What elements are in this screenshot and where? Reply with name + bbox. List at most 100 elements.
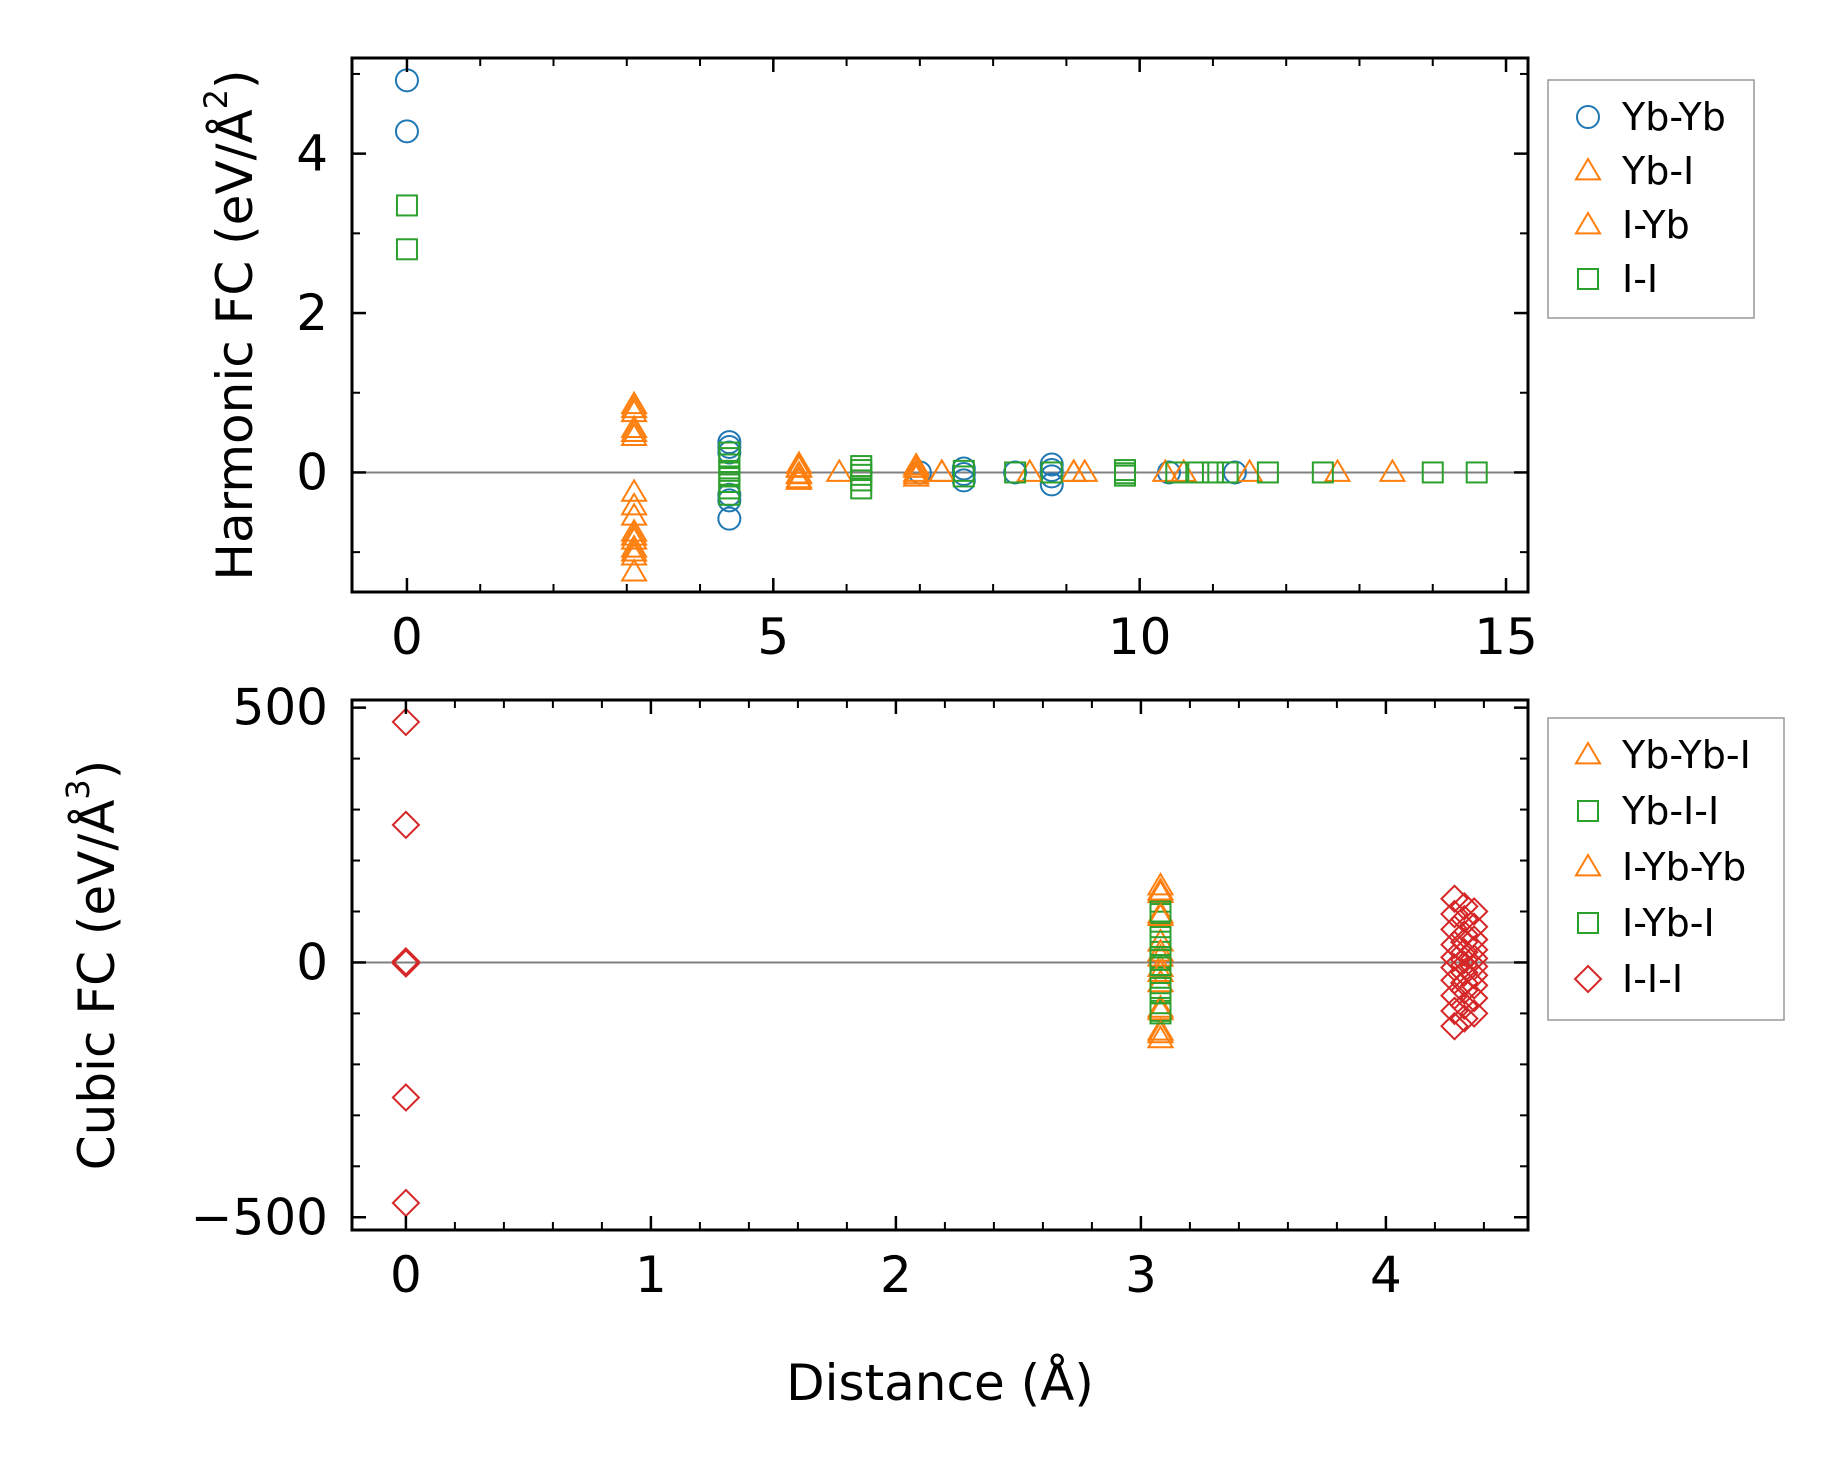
series-I-I-I: [391, 707, 1489, 1218]
cubic-ytick-label: −500: [191, 1188, 328, 1246]
legend-item-I-I: I-I: [1577, 257, 1658, 301]
data-point-Yb-I: [902, 458, 930, 482]
legend-item-Yb-Yb-I: Yb-Yb-I: [1574, 733, 1751, 777]
data-point-I-I-I: [1449, 958, 1479, 988]
data-point-I-I-I: [391, 1083, 421, 1112]
data-point-I-I: [1256, 461, 1279, 484]
legend-marker-Yb-I: [1574, 157, 1602, 181]
cubic-ylabel-end: ): [68, 760, 126, 780]
legend-label-I-Yb-I: I-Yb-I: [1622, 901, 1715, 945]
data-point-I-I-I: [1459, 983, 1489, 1013]
series-I-Yb-Yb: [1146, 877, 1175, 1044]
data-point-I-I-I: [1459, 970, 1489, 1000]
data-point-I-Yb-I: [1149, 1002, 1172, 1025]
harmonic-legend: Yb-Yb Yb-I I-Yb I-I: [1547, 79, 1755, 319]
legend-marker-Yb-I-I: [1577, 800, 1599, 822]
cubic-legend: Yb-Yb-I Yb-I-I I-Yb-Yb I-Yb-I I-I-I: [1547, 717, 1785, 1021]
series-I-Yb-I: [1149, 900, 1172, 1025]
data-point-I-I: [1201, 461, 1224, 484]
data-point-Yb-Yb: [1039, 472, 1064, 497]
data-point-Yb-Yb: [394, 119, 419, 144]
data-point-Yb-I: [928, 458, 956, 482]
data-point-I-I: [1114, 464, 1137, 487]
data-point-Yb-Yb: [717, 506, 742, 531]
cubic-x-axis-label: Distance (Å): [786, 1354, 1094, 1412]
data-point-I-I-I: [1459, 897, 1489, 926]
data-point-I-I: [718, 483, 741, 506]
data-point-Yb-I: [620, 422, 648, 446]
harmonic-ylabel-sup: 2: [197, 89, 235, 109]
data-point-Yb-I: [1323, 458, 1352, 482]
data-point-I-Yb: [620, 522, 648, 546]
harmonic-xtick-label: 0: [391, 608, 423, 666]
harmonic-ytick-label: 2: [296, 284, 328, 342]
data-point-I-Yb: [620, 538, 648, 562]
data-point-Yb-I: [902, 452, 930, 476]
data-point-I-Yb-I: [1149, 900, 1172, 923]
legend-label-I-Yb: I-Yb: [1622, 203, 1690, 247]
data-point-I-Yb: [928, 458, 956, 482]
data-point-I-I-I: [391, 949, 421, 978]
data-point-I-Yb: [785, 460, 813, 484]
data-point-Yb-I: [785, 450, 813, 474]
legend-item-Yb-I-I: Yb-I-I: [1577, 789, 1719, 833]
series-I-Yb: [620, 394, 1088, 562]
cubic-y-axis-label: Cubic FC (eV/Å3): [59, 760, 126, 1171]
data-point-Yb-Yb-I: [1146, 872, 1175, 896]
data-point-I-I-I: [391, 947, 421, 976]
legend-marker-I-Yb-I: [1577, 912, 1599, 934]
cubic-xtick-label: 2: [880, 1246, 912, 1304]
data-point-I-I-I: [1459, 998, 1489, 1028]
data-point-I-I: [1165, 461, 1188, 484]
data-point-I-I: [1040, 461, 1063, 484]
data-point-I-Yb-Yb: [1146, 902, 1175, 926]
legend-marker-I-I-I: [1573, 964, 1603, 994]
legend-label-Yb-I-I: Yb-I-I: [1621, 789, 1719, 833]
cubic-xtick-label: 3: [1125, 1246, 1157, 1304]
cubic-axes-frame: [350, 698, 1530, 1232]
cubic-xtick-label: 4: [1370, 1246, 1402, 1304]
cubic-ylabel-sup: 3: [59, 779, 97, 799]
legend-label-I-Yb-Yb: I-Yb-Yb: [1622, 845, 1746, 889]
data-point-I-Yb-I: [1149, 976, 1172, 999]
legend-item-Yb-I: Yb-I: [1574, 149, 1694, 193]
legend-label-I-I-I: I-I-I: [1622, 957, 1683, 1001]
harmonic-xtick-label: 15: [1474, 608, 1538, 666]
data-point-I-I-I: [1459, 912, 1489, 942]
data-point-I-Yb: [902, 460, 930, 485]
data-point-I-I: [1004, 461, 1027, 484]
data-point-I-I: [1421, 461, 1444, 484]
legend-label-Yb-I: Yb-I: [1621, 149, 1694, 193]
data-point-Yb-I: [1235, 458, 1264, 482]
cubic-tick-labels: 0 1 2 3 4 −500 0 500: [191, 679, 1402, 1304]
cubic-ytick-label: 500: [233, 679, 328, 737]
harmonic-axes-frame: [350, 56, 1530, 594]
harmonic-ticks: [352, 58, 1528, 592]
data-point-I-I-I: [1449, 937, 1479, 967]
data-point-I-I: [850, 463, 873, 486]
data-point-I-Yb-Yb: [1146, 877, 1175, 901]
data-point-Yb-Yb-I: [1146, 1024, 1175, 1049]
cubic-ytick-label: 0: [296, 933, 328, 991]
harmonic-legend-box: [1547, 79, 1755, 319]
data-point-I-Yb-Yb: [1146, 994, 1175, 1018]
data-point-I-Yb-I: [1149, 925, 1172, 948]
data-point-I-Yb-Yb: [1146, 1019, 1175, 1044]
data-point-Yb-Yb: [394, 68, 419, 93]
data-point-I-I: [395, 194, 418, 217]
harmonic-ylabel-end: ): [206, 69, 264, 89]
data-point-Yb-I: [1169, 458, 1198, 482]
data-point-Yb-I: [620, 414, 648, 439]
cubic-xtick-label: 1: [635, 1246, 667, 1304]
legend-marker-Yb-Yb-I: [1574, 741, 1602, 765]
data-point-I-I: [1187, 461, 1210, 484]
legend-item-I-I-I: I-I-I: [1573, 957, 1683, 1001]
data-point-I-I: [850, 477, 873, 500]
data-point-I-Yb: [785, 464, 813, 489]
data-point-Yb-I: [620, 534, 648, 558]
data-point-I-I: [395, 238, 418, 261]
data-point-I-I-I: [391, 810, 421, 840]
legend-item-Yb-Yb: Yb-Yb: [1576, 95, 1726, 139]
